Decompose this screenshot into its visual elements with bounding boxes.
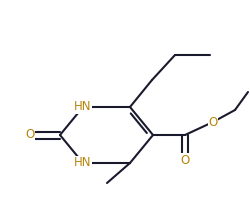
Text: O: O [180,153,189,166]
Text: O: O [208,116,217,128]
Text: HN: HN [74,101,92,113]
Text: HN: HN [74,156,92,169]
Text: O: O [25,128,34,141]
